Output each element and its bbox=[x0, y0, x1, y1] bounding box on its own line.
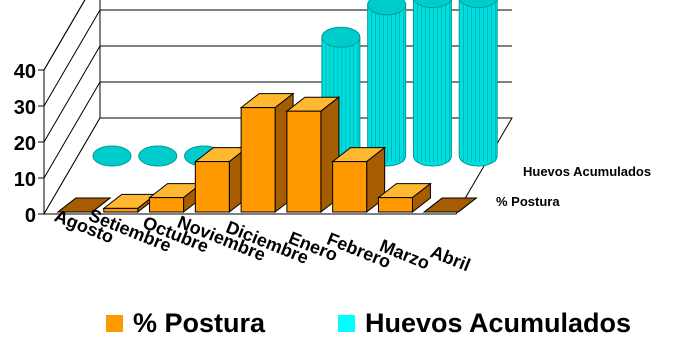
bar-huevos-top bbox=[138, 145, 178, 167]
y-tick-label: 40 bbox=[14, 61, 36, 83]
legend-label-postura: % Postura bbox=[133, 308, 266, 338]
y-tick-label: 0 bbox=[25, 205, 36, 227]
y-tick-label: 20 bbox=[14, 133, 36, 155]
bar-huevos-body bbox=[412, 0, 452, 167]
legend-item-postura: % Postura bbox=[106, 308, 265, 339]
left-wall-gridline bbox=[43, 9, 101, 107]
left-wall-top bbox=[43, 0, 86, 71]
bar-postura-front bbox=[286, 110, 322, 213]
legend-swatch-postura bbox=[106, 315, 123, 332]
bar-huevos-top bbox=[321, 26, 361, 48]
bar-huevos-top bbox=[459, 0, 498, 9]
legend-swatch-huevos bbox=[338, 315, 355, 332]
depth-label-huevos: Huevos Acumulados bbox=[523, 164, 651, 179]
bar-postura-front bbox=[332, 161, 368, 213]
bar-postura-front bbox=[194, 161, 230, 213]
depth-label-postura: % Postura bbox=[496, 194, 560, 209]
bar-postura-flat bbox=[422, 197, 478, 213]
bar-postura-front bbox=[149, 197, 185, 213]
bar-huevos-top bbox=[367, 0, 407, 16]
bar-huevos-top bbox=[413, 0, 452, 9]
y-tick-label: 30 bbox=[14, 97, 36, 119]
legend-label-huevos: Huevos Acumulados bbox=[365, 308, 632, 338]
legend-item-huevos: Huevos Acumulados bbox=[338, 308, 631, 339]
left-wall-gridline bbox=[43, 45, 101, 143]
bar-postura-front bbox=[240, 107, 276, 213]
legend: % Postura Huevos Acumulados bbox=[0, 308, 696, 339]
y-tick-label: 10 bbox=[14, 169, 36, 191]
bar-huevos-body bbox=[458, 0, 498, 167]
bar-postura-front bbox=[103, 207, 139, 213]
left-wall-gridline bbox=[43, 81, 101, 179]
bar-postura-flat bbox=[56, 197, 112, 213]
x-tick-label: Abril bbox=[428, 241, 474, 275]
bar-huevos-top bbox=[92, 145, 132, 167]
bar-postura-front bbox=[377, 197, 413, 213]
